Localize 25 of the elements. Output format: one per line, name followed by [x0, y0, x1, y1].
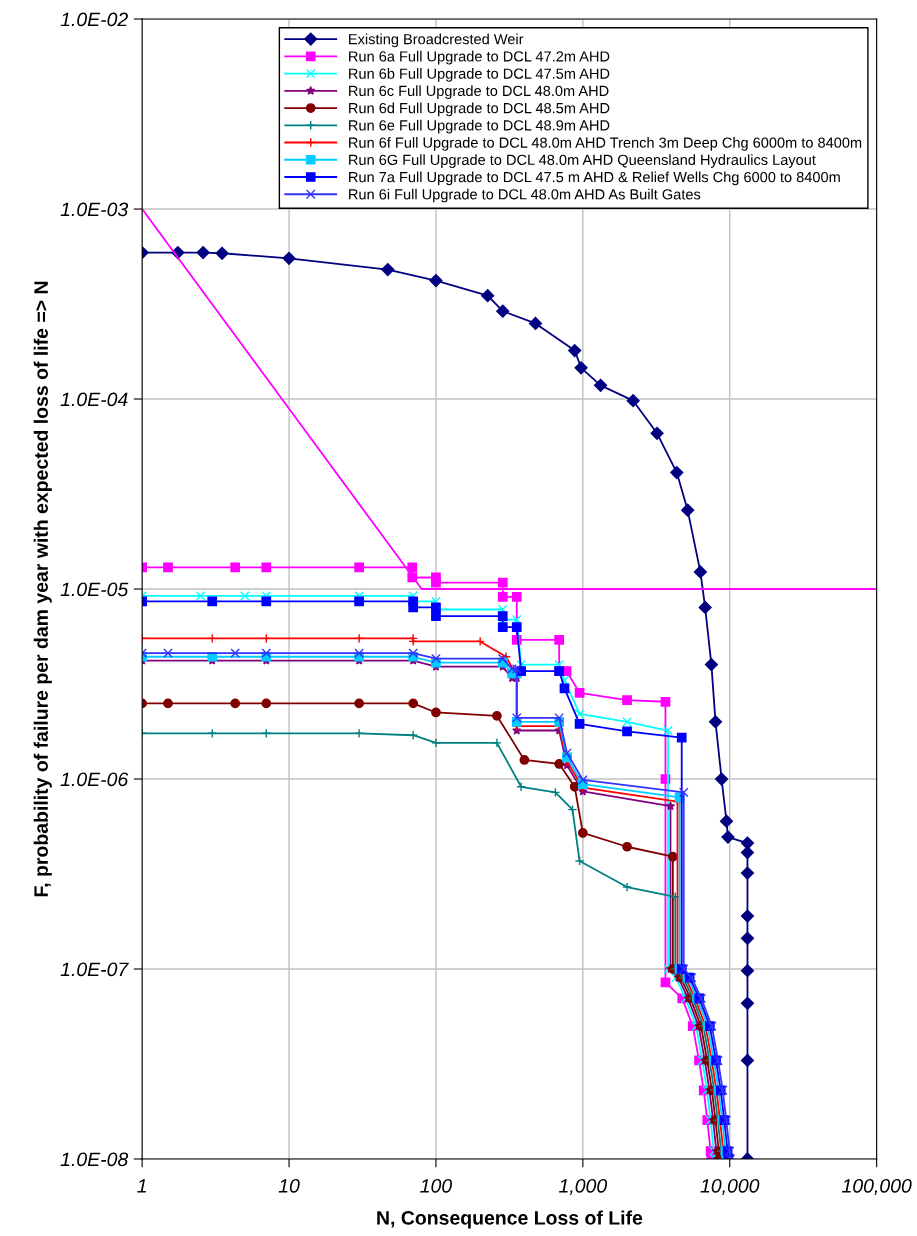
legend-label: Existing Broadcrested Weir: [349, 33, 524, 48]
y-tick-label: 1.0E-05: [60, 582, 129, 597]
legend-label: Run 6f Full Upgrade to DCL 48.0m AHD Trench 3m Deep Chg 6000m to 8400m: [349, 137, 862, 151]
legend-label: Run 6e Full Upgrade to DCL 48.9m AHD: [349, 119, 610, 134]
y-tick-label: 1.0E-03: [60, 202, 129, 217]
x-tick-label: 10,000: [700, 1178, 760, 1196]
legend-label: Run 6d Full Upgrade to DCL 48.5m AHD: [349, 102, 610, 117]
x-tick-label: 1: [137, 1179, 146, 1193]
y-tick-label: 1.0E-02: [60, 12, 128, 27]
x-tick-label: 100: [420, 1178, 452, 1193]
y-tick-label: 1.0E-08: [60, 1152, 129, 1167]
legend-label: Run 6c Full Upgrade to DCL 48.0m AHD: [349, 85, 609, 99]
x-axis-title: N, Consequence Loss of Life: [377, 1210, 643, 1229]
legend-label: Run 6b Full Upgrade to DCL 47.5m AHD: [349, 68, 610, 82]
y-tick-label: 1.0E-04: [60, 392, 128, 407]
legend-label: Run 6i Full Upgrade to DCL 48.0m AHD As Built Gates: [349, 188, 701, 203]
y-tick-label: 1.0E-07: [60, 962, 129, 977]
x-tick-label: 1,000: [559, 1178, 608, 1196]
y-tick-label: 1.0E-06: [60, 772, 129, 787]
x-tick-label: 10: [278, 1178, 300, 1193]
y-axis-title: F, probability of failure per dam year with expected loss of life => N: [33, 281, 52, 897]
legend-label: Run 6a Full Upgrade to DCL 47.2m AHD: [349, 50, 610, 65]
legend-label: Run 6G Full Upgrade to DCL 48.0m AHD Queensland Hydraulics Layout: [349, 154, 816, 168]
legend-label: Run 7a Full Upgrade to DCL 47.5 m AHD & Relief Wells Chg 6000 to 8400m: [349, 171, 840, 186]
x-tick-label: 100,000: [842, 1178, 912, 1196]
